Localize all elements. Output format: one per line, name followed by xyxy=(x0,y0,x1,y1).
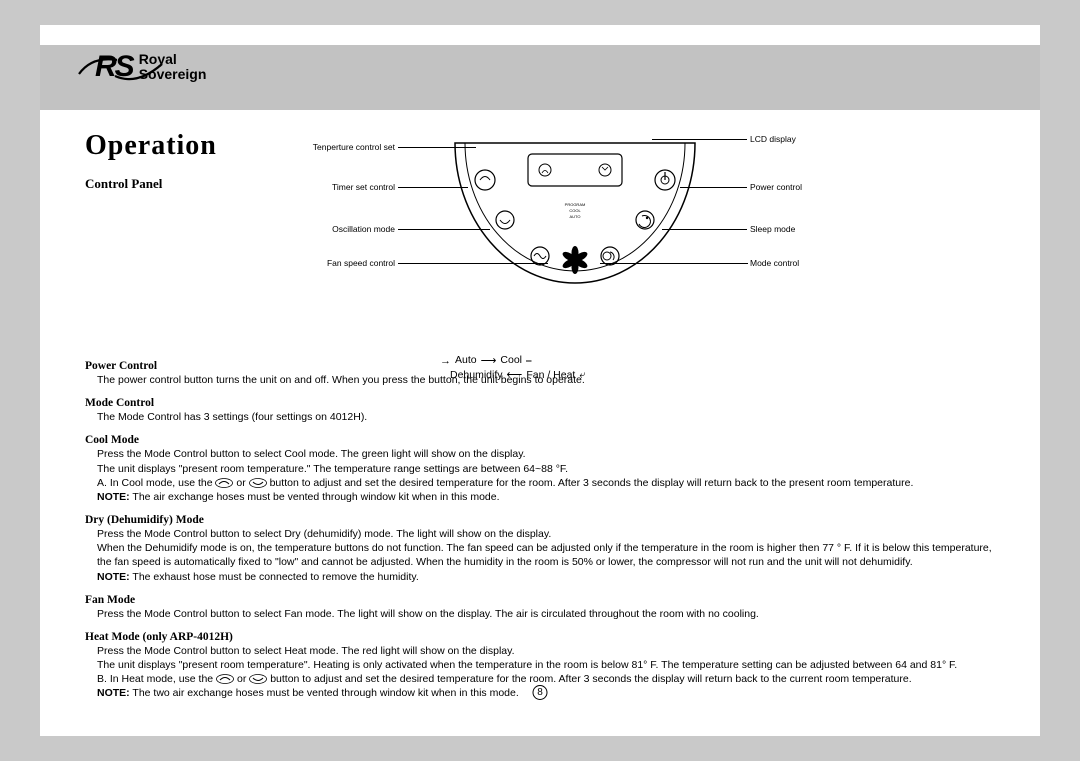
cool-note: NOTE: The air exchange hoses must be ven… xyxy=(97,490,995,504)
cycle-dehumidify: Dehumidify xyxy=(450,369,503,383)
arrow-icon: ⎯ xyxy=(526,354,532,368)
dry-l2: When the Dehumidify mode is on, the temp… xyxy=(97,541,995,569)
mode-body: The Mode Control has 3 settings (four se… xyxy=(97,410,995,424)
svg-text:PROGRAM: PROGRAM xyxy=(565,202,586,207)
logo-mark: RS xyxy=(95,50,133,84)
label-sleep: Sleep mode xyxy=(750,224,795,234)
dry-note: NOTE: The exhaust hose must be connected… xyxy=(97,570,995,584)
heat-l2: The unit displays "present room temperat… xyxy=(97,658,995,672)
cool-l1: Press the Mode Control button to select … xyxy=(97,447,995,461)
up-wave-icon xyxy=(215,478,233,488)
cool-l3: A. In Cool mode, use the or button to ad… xyxy=(97,476,995,490)
cycle-cool: Cool xyxy=(500,354,522,368)
content-area: Operation Control Panel Tenperture contr… xyxy=(85,130,995,706)
arrow-icon: → xyxy=(440,354,451,368)
body-sections: Power Control The power control button t… xyxy=(85,360,995,701)
down-wave-icon xyxy=(249,674,267,684)
fan-heading: Fan Mode xyxy=(85,594,995,606)
panel-outline: PROGRAM COOL AUTO xyxy=(450,138,700,288)
manual-page: RS Royal Sovereign Operation Control Pan… xyxy=(40,25,1040,736)
mode-cycle-diagram: → Auto ⟶ Cool ⎯ Dehumidify ⟵ Fan / Heat … xyxy=(440,354,586,383)
svg-text:AUTO: AUTO xyxy=(569,214,580,219)
cycle-fanheat: Fan / Heat xyxy=(526,369,575,383)
label-timer: Timer set control xyxy=(290,182,395,192)
label-oscillation: Oscillation mode xyxy=(290,224,395,234)
arrow-icon: ⟵ xyxy=(507,368,523,382)
fan-l1: Press the Mode Control button to select … xyxy=(97,607,995,621)
dry-heading: Dry (Dehumidify) Mode xyxy=(85,514,995,526)
cool-l2: The unit displays "present room temperat… xyxy=(97,462,995,476)
label-temperature: Tenperture control set xyxy=(290,142,395,152)
arrow-icon: ⟶ xyxy=(481,354,497,368)
brand-logo: RS Royal Sovereign xyxy=(95,50,206,84)
heat-l3: B. In Heat mode, use the or button to ad… xyxy=(97,672,995,686)
label-power: Power control xyxy=(750,182,802,192)
cool-heading: Cool Mode xyxy=(85,434,995,446)
svg-text:COOL: COOL xyxy=(569,208,581,213)
up-wave-icon xyxy=(216,674,234,684)
control-panel-diagram: Tenperture control set Timer set control… xyxy=(290,130,850,290)
label-modectrl: Mode control xyxy=(750,258,799,268)
down-wave-icon xyxy=(249,478,267,488)
label-fanspeed: Fan speed control xyxy=(290,258,395,268)
mode-heading: Mode Control xyxy=(85,397,995,409)
dry-l1: Press the Mode Control button to select … xyxy=(97,527,995,541)
page-number: 8 xyxy=(533,685,548,700)
heat-l1: Press the Mode Control button to select … xyxy=(97,644,995,658)
cycle-auto: Auto xyxy=(455,354,477,368)
heat-heading: Heat Mode (only ARP-4012H) xyxy=(85,631,995,643)
arrow-icon: ⤶ xyxy=(579,368,585,382)
label-lcd: LCD display xyxy=(750,134,796,144)
